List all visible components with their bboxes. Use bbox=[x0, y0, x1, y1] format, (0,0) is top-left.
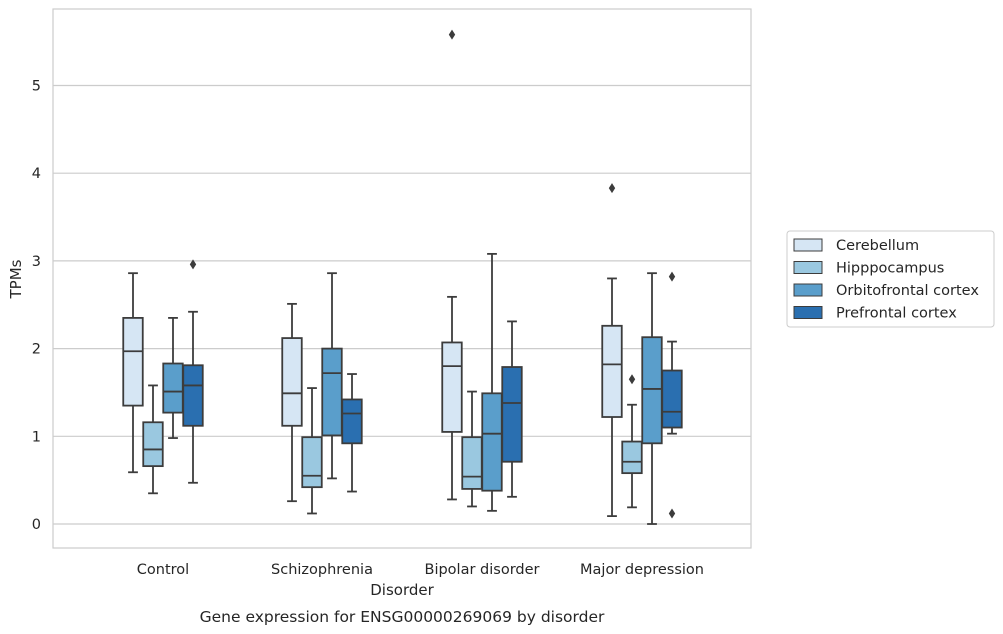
outlier-point bbox=[668, 508, 676, 519]
box bbox=[501, 366, 523, 463]
box-group bbox=[301, 387, 323, 515]
legend: Cerebellum Hipppocampus Orbitofrontal cort… bbox=[786, 230, 995, 328]
box bbox=[162, 362, 184, 414]
box bbox=[301, 436, 323, 489]
legend-label: Orbitofrontal cortex bbox=[836, 283, 979, 299]
outlier-point bbox=[668, 271, 676, 282]
y-tick-label: 3 bbox=[32, 254, 41, 270]
legend-label: Cerebellum bbox=[836, 238, 919, 254]
chart-caption: Gene expression for ENSG00000269069 by d… bbox=[200, 608, 605, 626]
box bbox=[341, 398, 363, 445]
outlier-point bbox=[628, 374, 636, 385]
legend-swatch bbox=[793, 261, 823, 274]
legend-label: Prefrontal cortex bbox=[836, 306, 957, 322]
box-group bbox=[481, 252, 503, 512]
box bbox=[281, 337, 303, 427]
box bbox=[481, 392, 503, 492]
box bbox=[182, 364, 204, 427]
legend-swatch bbox=[793, 238, 823, 252]
x-tick-label: Schizophrenia bbox=[271, 562, 373, 578]
x-axis-label: Disorder bbox=[370, 581, 434, 599]
box bbox=[461, 436, 483, 490]
y-tick-label: 2 bbox=[32, 342, 41, 358]
legend-frame bbox=[786, 230, 995, 328]
box bbox=[321, 347, 343, 437]
y-tick-labels: 0 1 2 3 4 5 bbox=[32, 79, 41, 534]
y-tick-label: 0 bbox=[32, 517, 41, 533]
x-tick-label: Bipolar disorder bbox=[425, 562, 540, 578]
box-group bbox=[441, 29, 463, 501]
box-group bbox=[501, 320, 523, 498]
gridlines bbox=[53, 84, 751, 525]
box-group bbox=[661, 271, 683, 519]
box bbox=[142, 421, 164, 468]
box-group bbox=[142, 384, 164, 495]
legend-swatch bbox=[793, 306, 823, 319]
box bbox=[661, 369, 683, 429]
box bbox=[441, 341, 463, 433]
outlier-point bbox=[608, 183, 616, 194]
outlier-point bbox=[189, 259, 197, 270]
x-tick-labels: Control Schizophrenia Bipolar disorder Majo… bbox=[137, 562, 704, 578]
y-tick-label: 4 bbox=[32, 166, 41, 182]
y-tick-label: 1 bbox=[32, 429, 41, 445]
box bbox=[641, 336, 663, 445]
plot-boxes bbox=[122, 29, 683, 525]
box-group bbox=[182, 259, 204, 484]
legend-label: Hipppocampus bbox=[836, 261, 944, 277]
box-group bbox=[122, 272, 144, 474]
box-group bbox=[281, 302, 303, 503]
y-tick-label: 5 bbox=[32, 79, 41, 95]
box bbox=[621, 440, 643, 475]
box-group bbox=[321, 272, 343, 480]
box-group bbox=[341, 373, 363, 493]
x-tick-label: Control bbox=[137, 562, 189, 578]
legend-swatch bbox=[793, 283, 823, 297]
x-tick-label: Major depression bbox=[580, 562, 704, 578]
outlier-point bbox=[448, 29, 456, 40]
plot-frame bbox=[52, 8, 752, 549]
box-group bbox=[621, 374, 643, 509]
box-group bbox=[601, 183, 623, 518]
y-axis-label: TPMs bbox=[7, 259, 25, 299]
box bbox=[601, 324, 623, 418]
box-group bbox=[461, 390, 483, 508]
box bbox=[122, 317, 144, 407]
